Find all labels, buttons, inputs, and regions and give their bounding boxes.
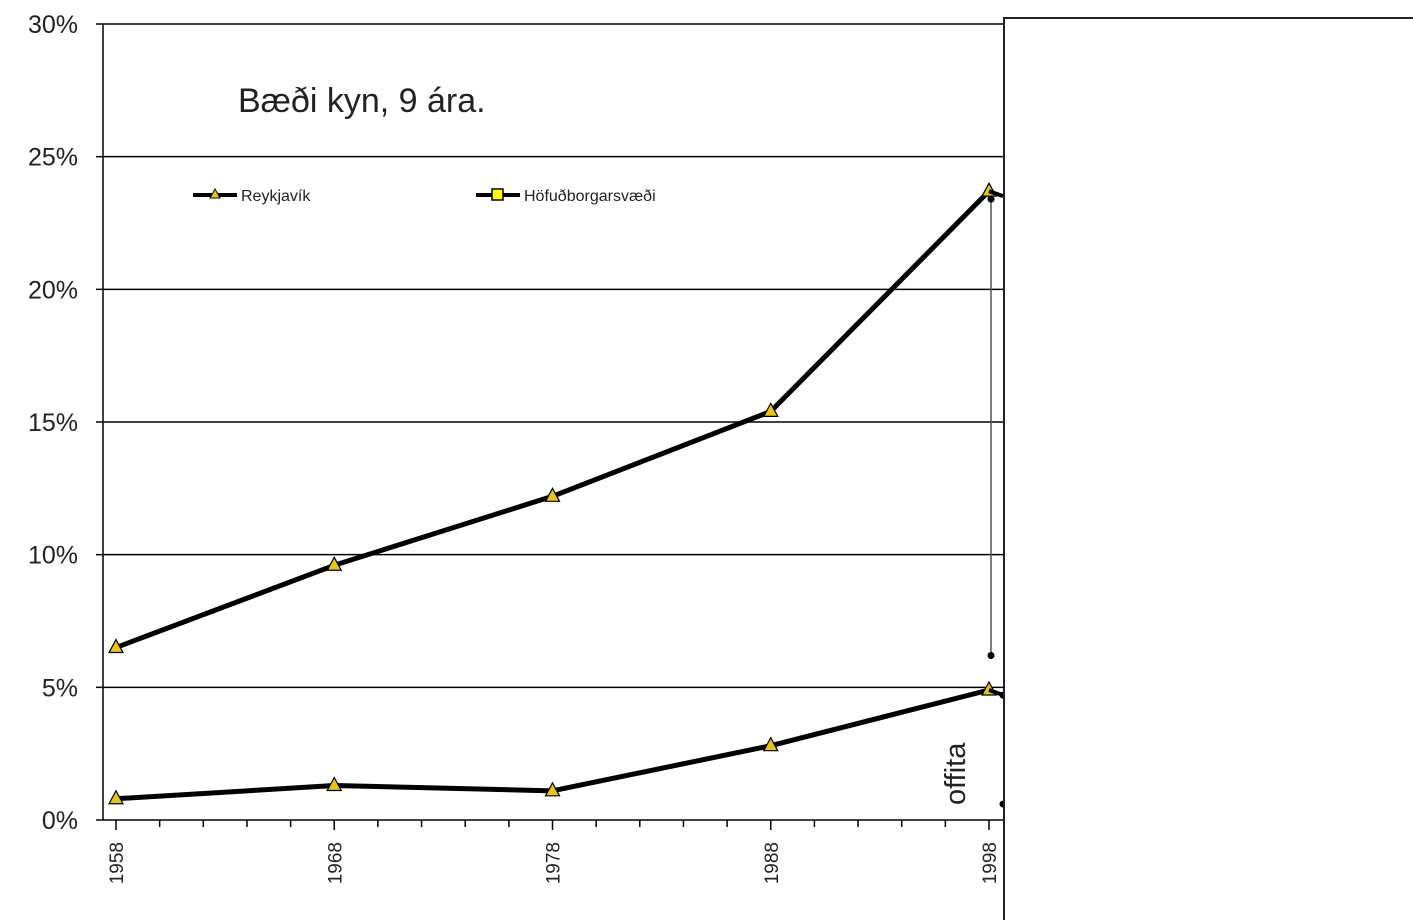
series-line-0 bbox=[115, 189, 991, 650]
axes bbox=[96, 23, 1003, 830]
y-tick-label: 20% bbox=[28, 276, 78, 304]
legend-marker-hofudborgarsvaedi bbox=[491, 188, 504, 201]
y-tick-labels: 0% 5% 10% 15% 20% 25% 30% bbox=[28, 11, 78, 835]
legend: Reykjavík Höfuðborgarsvæði bbox=[193, 187, 656, 205]
data-point bbox=[107, 638, 125, 654]
y-tick-label: 25% bbox=[28, 144, 78, 172]
x-tick-label: 1958 bbox=[107, 842, 128, 884]
blank-panel bbox=[1003, 17, 1413, 920]
chart-title: Bæði kyn, 9 ára. bbox=[238, 82, 486, 120]
legend-marker-reykjavik bbox=[209, 187, 221, 199]
data-point bbox=[107, 789, 125, 805]
x-tick-labels: 1958 1968 1978 1988 1998 bbox=[107, 842, 1001, 884]
y-tick-label: 0% bbox=[42, 807, 78, 835]
legend-label-hofudborgarsvaedi: Höfuðborgarsvæði bbox=[524, 188, 656, 205]
y-tick-label: 15% bbox=[28, 409, 78, 437]
x-tick-label: 1998 bbox=[980, 842, 1001, 884]
data-point bbox=[762, 402, 779, 417]
y-tick-label: 5% bbox=[42, 674, 78, 702]
y-tick-label: 30% bbox=[28, 11, 78, 39]
annotation-offita: offita bbox=[940, 742, 972, 805]
x-tick-label: 1988 bbox=[762, 842, 783, 884]
series-line-stub bbox=[988, 189, 1004, 199]
y-tick-label: 10% bbox=[28, 542, 78, 570]
legend-label-reykjavik: Reykjavík bbox=[241, 188, 311, 205]
data-point bbox=[544, 487, 561, 502]
connector-dot bbox=[987, 651, 995, 659]
data-point bbox=[762, 736, 779, 752]
connector-dot bbox=[987, 195, 995, 203]
series-lines bbox=[107, 181, 1004, 805]
data-point bbox=[544, 781, 561, 797]
x-tick-label: 1978 bbox=[544, 842, 565, 884]
x-tick-label: 1968 bbox=[325, 842, 346, 884]
data-point bbox=[326, 556, 343, 571]
gridlines bbox=[103, 23, 1003, 689]
data-point bbox=[326, 776, 343, 792]
